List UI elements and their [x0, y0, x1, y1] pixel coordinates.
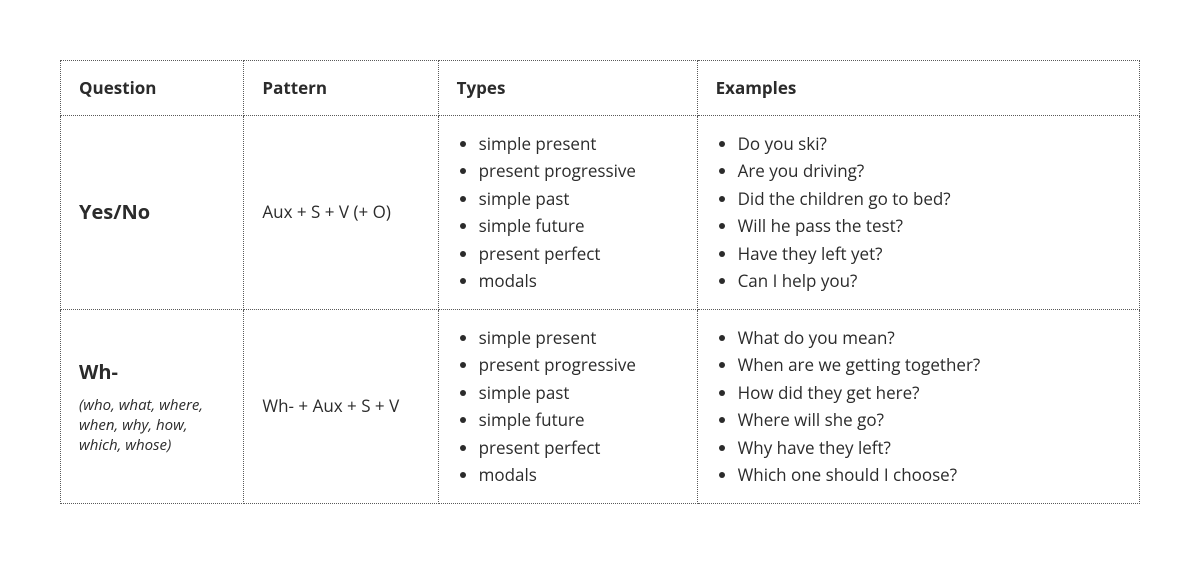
question-title: Yes/No	[79, 197, 225, 227]
table-row: Wh- (who, what, where, when, why, how, w…	[61, 309, 1140, 503]
list-item: When are we getting together?	[738, 351, 1121, 379]
list-item: Where will she go?	[738, 406, 1121, 434]
list-item: Did the children go to bed?	[738, 185, 1121, 213]
list-item: Can I help you?	[738, 267, 1121, 295]
list-item: simple past	[479, 185, 679, 213]
examples-list: What do you mean? When are we getting to…	[716, 324, 1121, 489]
list-item: What do you mean?	[738, 324, 1121, 352]
header-examples: Examples	[697, 61, 1139, 116]
list-item: Why have they left?	[738, 434, 1121, 462]
list-item: present perfect	[479, 434, 679, 462]
list-item: Are you driving?	[738, 157, 1121, 185]
list-item: Will he pass the test?	[738, 212, 1121, 240]
list-item: Do you ski?	[738, 130, 1121, 158]
list-item: Which one should I choose?	[738, 461, 1121, 489]
list-item: modals	[479, 461, 679, 489]
list-item: present progressive	[479, 351, 679, 379]
list-item: simple past	[479, 379, 679, 407]
types-list: simple present present progressive simpl…	[457, 324, 679, 489]
header-question: Question	[61, 61, 244, 116]
list-item: present progressive	[479, 157, 679, 185]
cell-question: Wh- (who, what, where, when, why, how, w…	[61, 309, 244, 503]
examples-list: Do you ski? Are you driving? Did the chi…	[716, 130, 1121, 295]
list-item: Have they left yet?	[738, 240, 1121, 268]
cell-types: simple present present progressive simpl…	[438, 309, 697, 503]
list-item: simple future	[479, 212, 679, 240]
header-pattern: Pattern	[244, 61, 438, 116]
cell-pattern: Wh- + Aux + S + V	[244, 309, 438, 503]
list-item: simple present	[479, 130, 679, 158]
list-item: How did they get here?	[738, 379, 1121, 407]
table-row: Yes/No Aux + S + V (+ O) simple present …	[61, 115, 1140, 309]
list-item: modals	[479, 267, 679, 295]
question-title: Wh-	[79, 357, 225, 387]
cell-pattern: Aux + S + V (+ O)	[244, 115, 438, 309]
cell-examples: Do you ski? Are you driving? Did the chi…	[697, 115, 1139, 309]
question-note: (who, what, where, when, why, how, which…	[79, 395, 225, 456]
cell-types: simple present present progressive simpl…	[438, 115, 697, 309]
list-item: present perfect	[479, 240, 679, 268]
list-item: simple present	[479, 324, 679, 352]
table-header-row: Question Pattern Types Examples	[61, 61, 1140, 116]
cell-question: Yes/No	[61, 115, 244, 309]
types-list: simple present present progressive simpl…	[457, 130, 679, 295]
cell-examples: What do you mean? When are we getting to…	[697, 309, 1139, 503]
list-item: simple future	[479, 406, 679, 434]
question-types-table: Question Pattern Types Examples Yes/No A…	[60, 60, 1140, 504]
header-types: Types	[438, 61, 697, 116]
